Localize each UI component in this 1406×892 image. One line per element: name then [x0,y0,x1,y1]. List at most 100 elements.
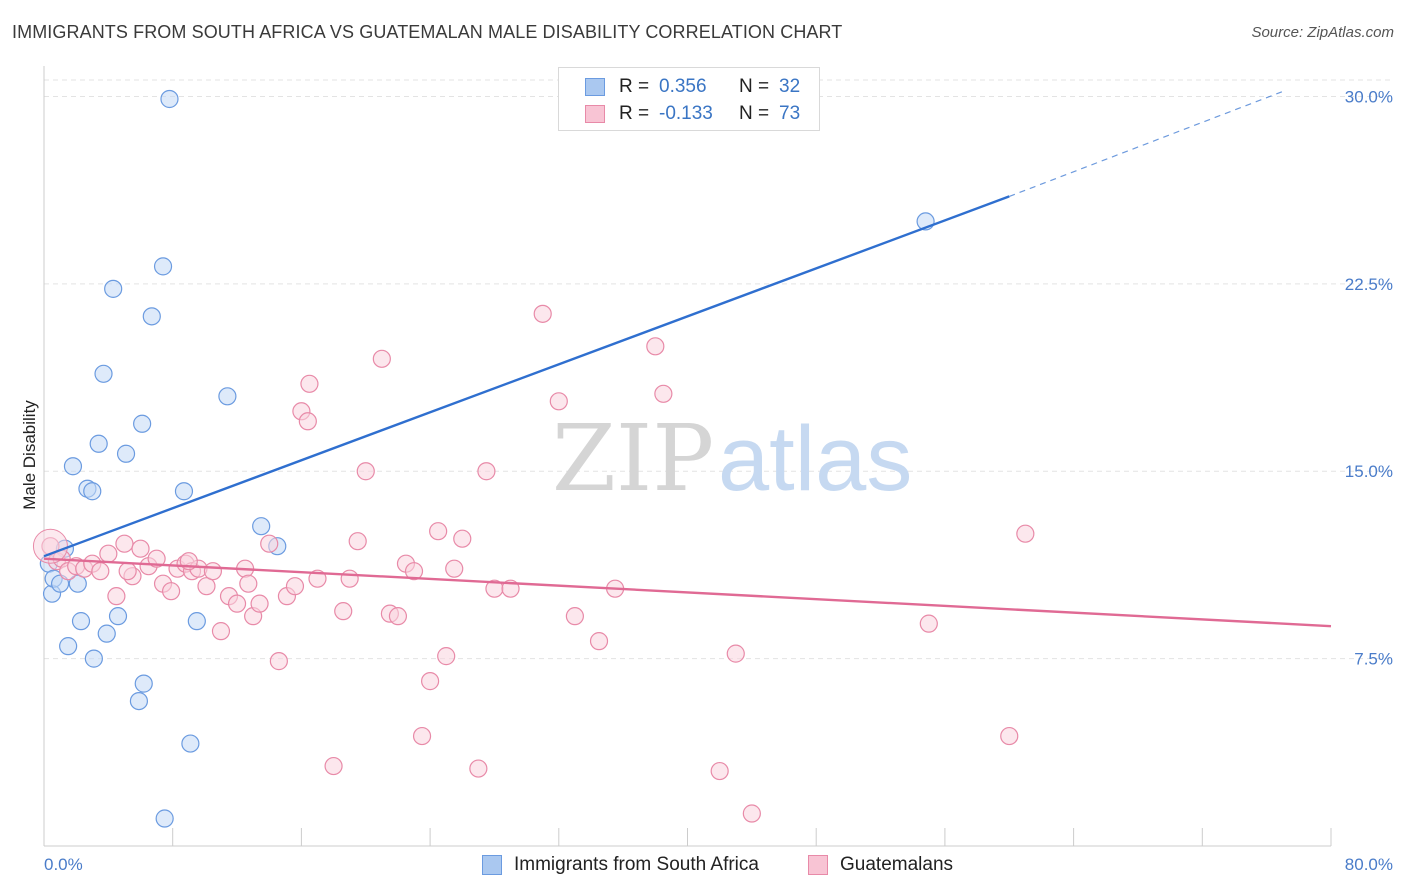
point-guatemalans [549,392,568,411]
legend-r-label: R = [619,103,650,124]
point-guatemalans [404,562,424,581]
legend-swatch-pink [585,105,605,123]
trend-line-south-africa [43,195,1010,558]
point-guatemalans [421,672,440,691]
point-guatemalans [429,522,448,541]
point-south-africa [160,89,179,109]
point-south-africa [104,279,123,298]
point-guatemalans [372,349,391,368]
point-guatemalans [477,462,496,481]
point-guatemalans [469,759,488,778]
point-south-africa [108,607,128,626]
point-guatemalans [710,761,729,781]
point-guatemalans [437,647,456,666]
legend-n-value: 73 [779,103,801,124]
series-label: Immigrants from South Africa [514,854,759,875]
series-legend-south-africa: Immigrants from South Africa [482,852,759,878]
point-south-africa [71,612,91,631]
point-south-africa [174,482,194,501]
point-guatemalans [298,412,317,431]
point-south-africa [142,307,161,326]
point-south-africa [133,414,152,433]
point-south-africa [59,637,78,656]
watermark-atlas: atlas [718,408,912,510]
point-south-africa [68,574,87,593]
point-guatemalans [445,559,464,578]
point-south-africa [63,457,83,476]
point-guatemalans [533,304,552,323]
point-guatemalans [348,532,367,551]
point-guatemalans [919,614,938,633]
point-south-africa [116,444,136,463]
point-guatemalans [91,562,110,581]
axes [43,66,1332,847]
series-legend-guatemalans: Guatemalans [808,852,953,878]
point-south-africa [129,691,149,711]
point-south-africa [187,612,206,631]
y-tick-label: 22.5% [1345,275,1393,294]
x-tick-label-min: 0.0% [44,855,83,874]
point-guatemalans [646,337,665,356]
legend-n-label: N = [739,103,770,124]
source-credit: Source: ZipAtlas.com [1251,24,1394,41]
point-guatemalans [334,602,353,621]
point-guatemalans [388,607,408,626]
correlation-legend: R = 0.356 N = 32 R = -0.133 N = 73 [558,67,820,131]
point-guatemalans [197,577,216,596]
point-guatemalans [118,562,137,581]
point-guatemalans [1016,524,1035,543]
legend-n-value: 32 [779,76,801,97]
point-guatemalans [269,652,288,671]
point-guatemalans [742,804,761,823]
point-guatemalans [285,577,305,596]
chart-title: IMMIGRANTS FROM SOUTH AFRICA VS GUATEMAL… [12,22,843,42]
y-tick-label: 30.0% [1345,87,1393,106]
point-guatemalans [565,607,584,626]
point-south-africa [134,674,153,693]
watermark-zip: ZIP [552,405,714,512]
point-guatemalans [161,582,181,601]
y-tick-label: 7.5% [1354,650,1393,669]
legend-r-value: -0.133 [659,103,713,124]
legend-swatch-blue [585,78,605,96]
y-tick-label: 15.0% [1345,462,1393,481]
tick-labels: 7.5% 15.0% 22.5% 30.0% 0.0% 80.0% [44,87,1393,874]
point-guatemalans [412,726,432,746]
series-swatch-pink [808,855,828,875]
point-guatemalans [107,587,126,606]
legend-r-value: 0.356 [659,76,707,97]
point-south-africa [84,649,103,668]
point-guatemalans [726,644,745,663]
point-guatemalans [260,534,279,553]
trend-extension-south-africa [1009,90,1283,197]
legend-row-guatemalans: R = -0.133 N = 73 [585,100,800,128]
x-tick-label-max: 80.0% [1345,855,1393,874]
point-guatemalans [300,374,319,393]
point-south-africa [252,517,271,536]
legend-r-label: R = [619,76,650,97]
point-guatemalans [147,549,166,568]
point-guatemalans [115,534,134,553]
point-guatemalans [99,544,118,563]
point-south-africa [218,387,237,406]
point-south-africa [89,434,108,453]
point-south-africa [97,624,116,643]
point-south-africa [83,482,102,501]
trend-lines [43,90,1332,628]
point-guatemalans [227,594,247,613]
point-south-africa [153,257,173,276]
point-guatemalans [654,384,673,403]
point-south-africa [181,734,200,753]
series-swatch-blue [482,855,502,875]
point-guatemalans [453,529,472,548]
series-label: Guatemalans [840,854,954,875]
point-guatemalans [203,562,223,581]
point-guatemalans [1000,726,1019,746]
point-south-africa [155,809,174,828]
point-guatemalans [239,574,258,593]
point-guatemalans [131,539,150,558]
legend-row-south-africa: R = 0.356 N = 32 [585,73,800,101]
point-guatemalans [589,632,609,651]
point-guatemalans [250,594,269,613]
legend-n-label: N = [739,76,770,97]
